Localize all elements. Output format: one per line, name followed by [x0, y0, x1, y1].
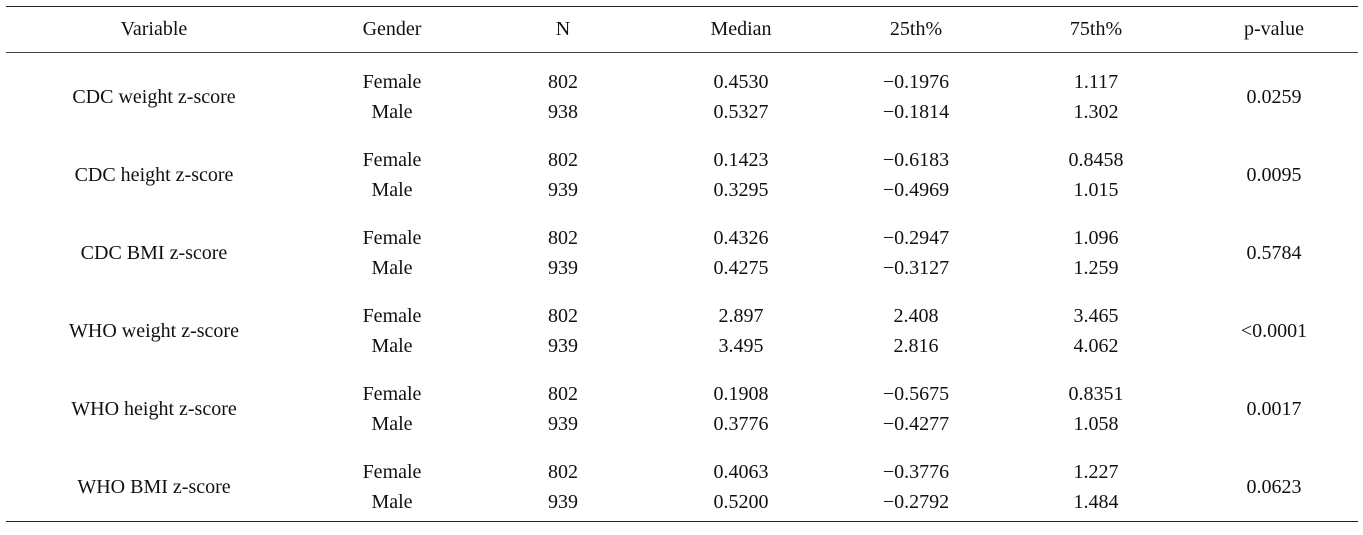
gender-cell-male: Male	[371, 101, 413, 123]
p75-cell-female: 0.8351	[1068, 383, 1124, 405]
n-cell-male: 938	[548, 101, 578, 123]
p25-cell-female: 2.408	[893, 305, 939, 327]
median-cell-female: 0.4530	[713, 71, 769, 93]
p-value-cell: 0.0095	[1246, 164, 1302, 186]
data-table: Variable Gender N Median 25th% 75th% p-v…	[6, 6, 1358, 522]
variable-cell: CDC weight z-score	[72, 86, 236, 108]
p75-cell-male: 1.302	[1073, 101, 1119, 123]
p75-cell-female: 1.227	[1073, 461, 1119, 483]
header-variable: Variable	[120, 18, 188, 40]
median-cell-female: 0.1423	[713, 149, 769, 171]
p25-cell-male: −0.4277	[882, 413, 950, 435]
header-median: Median	[710, 18, 772, 40]
variable-cell: CDC height z-score	[74, 164, 234, 186]
variable-cell: WHO height z-score	[71, 398, 237, 420]
header-25th: 25th%	[889, 18, 943, 40]
n-cell-male: 939	[548, 413, 578, 435]
n-cell-male: 939	[548, 257, 578, 279]
variable-cell: WHO weight z-score	[69, 320, 239, 342]
p25-cell-male: −0.4969	[882, 179, 950, 201]
gender-cell-female: Female	[362, 305, 422, 327]
median-cell-male: 0.4275	[713, 257, 769, 279]
table-row: CDC BMI z-score Female Male 802 939 0.43…	[6, 223, 1358, 301]
p75-cell-male: 1.484	[1073, 491, 1119, 513]
p25-cell-female: −0.5675	[882, 383, 950, 405]
n-cell-female: 802	[548, 227, 578, 249]
table-row: WHO height z-score Female Male 802 939 0…	[6, 379, 1358, 457]
p25-cell-male: 2.816	[893, 335, 939, 357]
n-cell-female: 802	[548, 71, 578, 93]
p75-cell-male: 1.259	[1073, 257, 1119, 279]
gender-cell-male: Male	[371, 179, 413, 201]
n-cell-male: 939	[548, 179, 578, 201]
gender-cell-male: Male	[371, 491, 413, 513]
p75-cell-female: 1.096	[1073, 227, 1119, 249]
p25-cell-male: −0.1814	[882, 101, 950, 123]
p25-cell-male: −0.2792	[882, 491, 950, 513]
median-cell-male: 0.5200	[713, 491, 769, 513]
p75-cell-male: 4.062	[1073, 335, 1119, 357]
p25-cell-female: −0.1976	[882, 71, 950, 93]
variable-cell: WHO BMI z-score	[77, 476, 231, 498]
header-n: N	[555, 18, 571, 40]
variable-cell: CDC BMI z-score	[80, 242, 228, 264]
median-cell-male: 0.3295	[713, 179, 769, 201]
gender-cell-female: Female	[362, 461, 422, 483]
p75-cell-female: 0.8458	[1068, 149, 1124, 171]
median-cell-male: 3.495	[718, 335, 764, 357]
gender-cell-female: Female	[362, 227, 422, 249]
n-cell-female: 802	[548, 305, 578, 327]
table-row: WHO weight z-score Female Male 802 939 2…	[6, 301, 1358, 379]
table-row: CDC weight z-score Female Male 802 938 0…	[6, 67, 1358, 145]
p25-cell-female: −0.2947	[882, 227, 950, 249]
header-p-value: p-value	[1244, 18, 1304, 40]
table-header-row: Variable Gender N Median 25th% 75th% p-v…	[6, 7, 1358, 53]
p75-cell-female: 1.117	[1073, 71, 1119, 93]
n-cell-female: 802	[548, 149, 578, 171]
median-cell-female: 2.897	[718, 305, 764, 327]
gender-cell-female: Female	[362, 383, 422, 405]
n-cell-male: 939	[548, 335, 578, 357]
p75-cell-male: 1.015	[1073, 179, 1119, 201]
gender-cell-male: Male	[371, 335, 413, 357]
gender-cell-male: Male	[371, 257, 413, 279]
p-value-cell: 0.0259	[1246, 86, 1302, 108]
n-cell-female: 802	[548, 461, 578, 483]
median-cell-female: 0.4063	[713, 461, 769, 483]
p-value-cell: <0.0001	[1240, 320, 1308, 342]
header-75th: 75th%	[1069, 18, 1123, 40]
header-gender: Gender	[362, 18, 422, 40]
table-row: CDC height z-score Female Male 802 939 0…	[6, 145, 1358, 223]
p75-cell-male: 1.058	[1073, 413, 1119, 435]
gender-cell-female: Female	[362, 71, 422, 93]
p25-cell-male: −0.3127	[882, 257, 950, 279]
p-value-cell: 0.5784	[1246, 242, 1302, 264]
median-cell-female: 0.4326	[713, 227, 769, 249]
n-cell-female: 802	[548, 383, 578, 405]
table-row: WHO BMI z-score Female Male 802 939 0.40…	[6, 457, 1358, 535]
p-value-cell: 0.0017	[1246, 398, 1302, 420]
median-cell-male: 0.5327	[713, 101, 769, 123]
gender-cell-female: Female	[362, 149, 422, 171]
n-cell-male: 939	[548, 491, 578, 513]
median-cell-male: 0.3776	[713, 413, 769, 435]
p-value-cell: 0.0623	[1246, 476, 1302, 498]
p25-cell-female: −0.6183	[882, 149, 950, 171]
median-cell-female: 0.1908	[713, 383, 769, 405]
gender-cell-male: Male	[371, 413, 413, 435]
p75-cell-female: 3.465	[1073, 305, 1119, 327]
p25-cell-female: −0.3776	[882, 461, 950, 483]
